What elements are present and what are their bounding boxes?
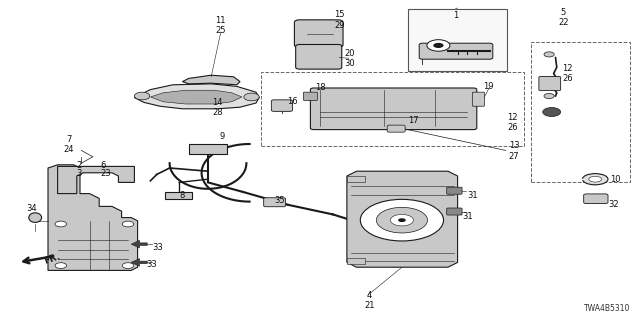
Text: 35: 35 — [275, 196, 285, 205]
Text: 5
22: 5 22 — [558, 8, 568, 27]
Text: 18: 18 — [315, 83, 325, 92]
Circle shape — [134, 92, 150, 100]
Text: 31: 31 — [467, 191, 478, 200]
Text: 33: 33 — [152, 243, 163, 252]
Text: 14
28: 14 28 — [212, 98, 223, 117]
Bar — [347, 176, 365, 182]
FancyBboxPatch shape — [296, 44, 342, 69]
Polygon shape — [347, 171, 458, 267]
Circle shape — [398, 218, 406, 222]
Text: 33: 33 — [146, 260, 157, 269]
Circle shape — [376, 207, 428, 233]
Text: 8: 8 — [180, 191, 185, 200]
Polygon shape — [134, 84, 259, 109]
Text: 34: 34 — [27, 204, 37, 213]
Text: 13
27: 13 27 — [509, 141, 520, 161]
FancyBboxPatch shape — [447, 208, 462, 215]
Circle shape — [433, 43, 444, 48]
FancyBboxPatch shape — [539, 76, 561, 91]
Polygon shape — [58, 166, 134, 194]
Ellipse shape — [29, 213, 42, 222]
FancyBboxPatch shape — [584, 194, 608, 204]
FancyBboxPatch shape — [472, 92, 484, 106]
Text: 17: 17 — [408, 116, 419, 124]
Bar — [347, 258, 365, 264]
FancyBboxPatch shape — [447, 187, 462, 194]
Bar — [408, 9, 507, 71]
Polygon shape — [48, 165, 138, 270]
Bar — [261, 72, 524, 146]
Text: 12
26: 12 26 — [508, 113, 518, 132]
FancyBboxPatch shape — [419, 43, 493, 59]
Text: 23: 23 — [100, 169, 111, 178]
FancyBboxPatch shape — [264, 198, 285, 207]
Text: TWA4B5310: TWA4B5310 — [584, 304, 630, 313]
Text: 7
24: 7 24 — [64, 135, 74, 154]
Text: 12
26: 12 26 — [562, 64, 573, 83]
Text: 32: 32 — [608, 200, 619, 209]
FancyBboxPatch shape — [310, 88, 477, 130]
Circle shape — [244, 93, 259, 101]
Circle shape — [390, 214, 413, 226]
Text: 4
21: 4 21 — [364, 291, 374, 310]
Ellipse shape — [589, 176, 602, 182]
FancyBboxPatch shape — [189, 144, 227, 154]
FancyBboxPatch shape — [294, 20, 343, 47]
Text: 6: 6 — [100, 161, 106, 170]
Circle shape — [543, 108, 561, 116]
Text: 1: 1 — [453, 11, 458, 20]
Text: FR.: FR. — [43, 252, 61, 266]
Text: 3: 3 — [76, 169, 81, 178]
Text: 2: 2 — [76, 161, 81, 170]
Text: 11
25: 11 25 — [216, 16, 226, 35]
Bar — [531, 42, 630, 182]
FancyBboxPatch shape — [271, 100, 292, 111]
Text: 15
29: 15 29 — [334, 10, 344, 29]
Polygon shape — [131, 240, 147, 248]
Circle shape — [360, 199, 444, 241]
Circle shape — [544, 52, 554, 57]
Text: 20
30: 20 30 — [345, 49, 355, 68]
Circle shape — [55, 263, 67, 268]
Text: 31: 31 — [463, 212, 474, 221]
Circle shape — [55, 221, 67, 227]
Ellipse shape — [582, 173, 608, 185]
Polygon shape — [150, 90, 242, 104]
FancyBboxPatch shape — [165, 192, 192, 199]
FancyBboxPatch shape — [303, 92, 317, 100]
Polygon shape — [182, 75, 240, 85]
FancyBboxPatch shape — [387, 125, 405, 132]
Circle shape — [122, 221, 134, 227]
Circle shape — [544, 93, 554, 99]
Text: 9: 9 — [220, 132, 225, 141]
Polygon shape — [131, 259, 147, 266]
Circle shape — [427, 40, 450, 51]
Text: 16: 16 — [287, 97, 298, 106]
Text: 19: 19 — [483, 82, 493, 91]
Circle shape — [122, 263, 134, 268]
Text: 10: 10 — [610, 175, 620, 184]
